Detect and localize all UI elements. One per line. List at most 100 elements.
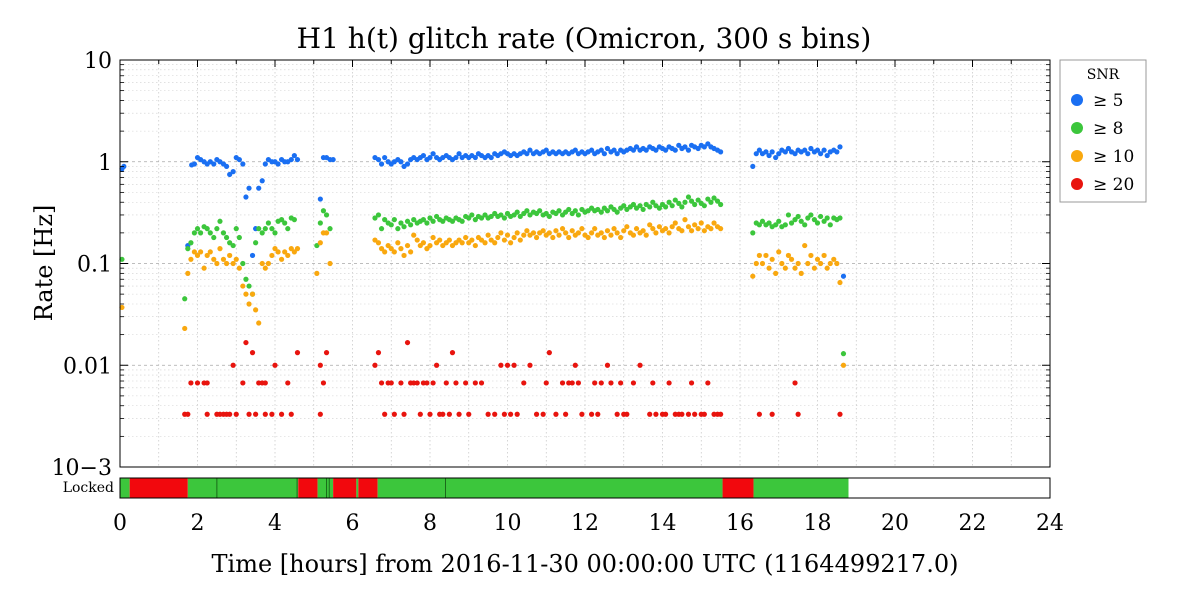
data-point: [837, 215, 843, 221]
data-point: [808, 145, 814, 152]
data-point: [424, 380, 430, 386]
data-point: [643, 232, 649, 238]
x-tick-label: 12: [571, 511, 599, 536]
data-point: [288, 246, 294, 252]
data-point: [766, 152, 772, 159]
data-point: [559, 380, 566, 386]
data-point: [759, 260, 766, 267]
data-point: [785, 145, 792, 152]
data-point: [692, 201, 698, 208]
data-point: [417, 411, 423, 417]
data-point: [550, 234, 556, 241]
data-point: [588, 230, 595, 236]
data-point: [527, 362, 533, 368]
data-point: [240, 380, 246, 386]
data-point: [382, 154, 388, 161]
data-point: [211, 161, 217, 167]
data-point: [411, 217, 417, 223]
data-point: [185, 270, 191, 276]
data-point: [398, 159, 404, 165]
data-point: [814, 256, 821, 262]
data-point: [320, 380, 327, 386]
data-point: [546, 230, 552, 236]
data-point: [262, 411, 268, 417]
data-point: [718, 201, 724, 208]
state-segment: [358, 478, 378, 498]
data-point: [243, 339, 249, 346]
data-point: [388, 222, 394, 228]
data-point: [521, 380, 527, 386]
data-point: [604, 362, 611, 368]
data-point: [317, 196, 323, 202]
data-point: [256, 185, 262, 191]
data-point: [492, 240, 498, 246]
legend-marker: [1071, 150, 1083, 162]
data-point: [204, 411, 210, 417]
data-point: [317, 362, 323, 368]
data-point: [459, 218, 465, 224]
data-point: [588, 411, 595, 417]
data-point: [776, 249, 782, 255]
data-point: [688, 380, 695, 386]
data-point: [811, 217, 818, 223]
data-point: [472, 154, 478, 161]
data-point: [291, 249, 297, 255]
data-point: [262, 161, 268, 167]
data-point: [259, 230, 265, 236]
data-point: [669, 203, 675, 209]
data-point: [679, 204, 685, 210]
data-point: [766, 265, 772, 271]
data-point: [663, 204, 669, 210]
data-point: [827, 222, 833, 228]
data-point: [685, 147, 692, 153]
y-tick-label: 0.01: [63, 354, 112, 379]
data-point: [834, 149, 840, 155]
data-point: [824, 152, 830, 159]
data-point: [372, 362, 378, 368]
data-point: [314, 242, 320, 249]
data-point: [249, 291, 256, 297]
data-point: [540, 411, 546, 417]
data-point: [785, 212, 792, 218]
data-point: [498, 362, 504, 368]
data-point: [230, 169, 236, 175]
data-point: [624, 224, 630, 230]
data-point: [769, 149, 775, 155]
data-point: [285, 226, 291, 232]
data-point: [608, 232, 614, 238]
data-point: [524, 151, 530, 157]
x-tick-label: 0: [113, 511, 127, 536]
data-point: [611, 147, 617, 153]
data-point: [269, 252, 275, 259]
data-point: [614, 209, 620, 215]
data-point: [614, 411, 620, 417]
data-point: [750, 163, 756, 170]
data-point: [630, 201, 637, 208]
data-point: [294, 350, 301, 356]
y-tick-label: 10−3: [52, 456, 112, 481]
x-tick-label: 20: [881, 511, 909, 536]
data-point: [253, 411, 259, 417]
data-point: [831, 256, 837, 262]
data-point: [427, 154, 433, 161]
data-point: [672, 197, 678, 203]
data-point: [382, 411, 388, 417]
data-point: [314, 270, 320, 276]
data-point: [663, 411, 669, 417]
data-point: [595, 411, 601, 417]
data-point: [621, 203, 627, 209]
data-point: [378, 380, 385, 386]
data-point: [556, 232, 562, 238]
data-point: [262, 226, 268, 232]
data-point: [204, 226, 210, 232]
data-point: [682, 217, 688, 223]
data-point: [378, 161, 385, 167]
data-point: [223, 163, 230, 170]
data-point: [395, 226, 401, 232]
data-point: [463, 234, 469, 241]
state-segment: [753, 478, 849, 498]
data-point: [449, 242, 456, 249]
data-point: [782, 222, 788, 228]
data-point: [824, 265, 830, 271]
data-point: [204, 252, 210, 259]
